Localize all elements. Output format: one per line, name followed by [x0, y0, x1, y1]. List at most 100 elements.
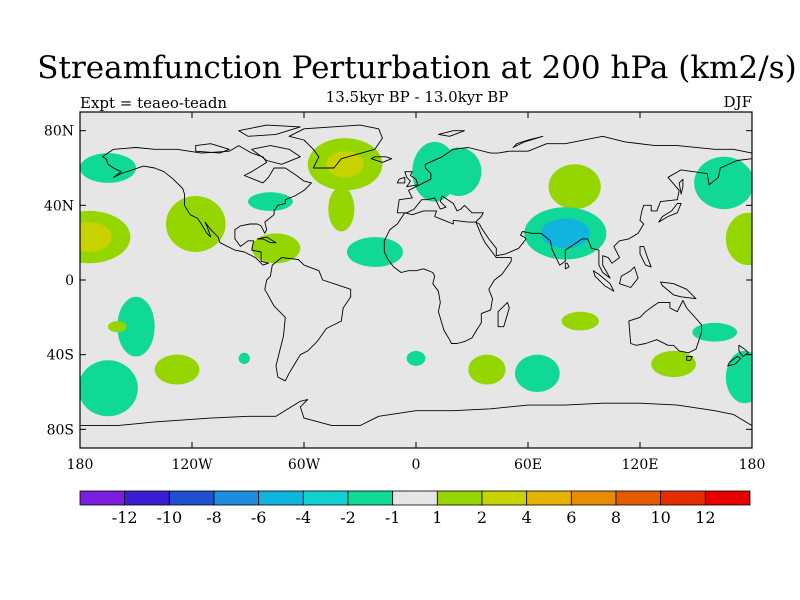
coastline-philippines [639, 245, 652, 268]
coastline-victoria-island [195, 143, 230, 154]
anomaly-region [561, 311, 599, 331]
anomaly-region [80, 153, 136, 183]
x-tick-label: 120W [171, 457, 213, 473]
anomaly-region [725, 350, 752, 404]
coastline-british-isles [404, 171, 419, 188]
colorbar-label: 2 [477, 508, 487, 527]
anomaly-region [80, 222, 112, 252]
anomaly-region [80, 360, 138, 417]
y-tick-label: 80N [44, 124, 74, 140]
y-tick-label: 40S [47, 348, 74, 364]
x-tick-label: 180 [67, 457, 94, 473]
colorbar-label: 8 [611, 508, 621, 527]
chart-subtitle: 13.5kyr BP - 13.0kyr BP [325, 88, 509, 106]
colorbar-label: -10 [156, 508, 182, 527]
anomaly-region [406, 350, 426, 366]
anomaly-region [326, 151, 364, 178]
coastline-iceland [370, 156, 393, 163]
anomaly-region [694, 156, 752, 210]
season-label: DJF [723, 93, 752, 111]
colorbar-swatch [124, 490, 170, 506]
colorbar-label: 6 [566, 508, 576, 527]
colorbar-swatch [258, 490, 304, 506]
coastline-new-guinea [660, 281, 697, 300]
coastline-sri-lanka [564, 262, 570, 270]
anomaly-region [346, 237, 403, 267]
axis-layer: 80N 40N 0 40S 80S 180 120W 60W 0 60E 120E 180 [44, 112, 765, 473]
y-tick-label: 80S [47, 422, 74, 438]
coastline-novaya-zemlya [512, 135, 544, 148]
coastline-ireland [396, 176, 406, 184]
anomaly-region [108, 321, 127, 333]
coastline-sakhalin [678, 178, 684, 195]
anomaly-region [248, 192, 293, 211]
coastline-layer [80, 124, 752, 448]
coastline-new-zealand-south [727, 356, 742, 367]
anomaly-layer [80, 138, 752, 417]
colorbar-swatch [302, 490, 349, 506]
colorbar-label: -2 [340, 508, 356, 527]
anomaly-region [468, 354, 506, 385]
anomaly-region [651, 350, 696, 378]
coastline-africa [383, 210, 512, 344]
x-tick-label: 60W [288, 457, 321, 473]
colorbar: -12 -10 -8 -6 -4 -2 -1 1 2 4 6 8 10 12 [79, 490, 751, 527]
colorbar-swatch [347, 490, 394, 506]
coastline-svalbard [437, 130, 465, 137]
coastline-tasmania [686, 356, 693, 361]
coastline-antarctica [80, 399, 752, 448]
colorbar-swatch [526, 490, 572, 506]
coastline-madagascar [497, 301, 510, 328]
experiment-label: Expt = teaeo-teadn [80, 94, 228, 112]
coastline-sumatra [592, 270, 615, 292]
anomaly-region [725, 212, 752, 266]
anomaly-region [514, 354, 560, 393]
coastline-japan [658, 203, 682, 223]
x-tick-label: 60E [514, 457, 542, 473]
x-tick-label: 180 [739, 457, 766, 473]
colorbar-swatch [615, 490, 662, 506]
colorbar-swatch [213, 490, 260, 506]
anomaly-region [328, 186, 355, 232]
coastline-ellesmere-island [238, 124, 301, 137]
anomaly-region [692, 322, 738, 342]
colorbar-label: 10 [650, 508, 670, 527]
anomaly-region [154, 354, 200, 385]
coastline-eurasia [396, 135, 752, 279]
coastline-cuba [256, 236, 277, 244]
colorbar-label: 12 [695, 508, 715, 527]
coastline-australia [628, 300, 703, 354]
colorbar-swatch [168, 490, 215, 506]
anomaly-region [117, 296, 155, 357]
colorbar-swatch [79, 490, 126, 506]
coastline-borneo [619, 266, 639, 288]
colorbar-label: -1 [385, 508, 401, 527]
colorbar-swatch [436, 490, 483, 506]
colorbar-label: 4 [522, 508, 532, 527]
anomaly-region [548, 164, 601, 210]
anomaly-region [165, 196, 226, 252]
colorbar-label: -12 [112, 508, 138, 527]
colorbar-swatch [481, 490, 528, 506]
coastline-south-america [264, 257, 352, 382]
coastline-north-america [101, 145, 312, 266]
colorbar-swatch [704, 490, 751, 506]
y-tick-label: 40N [44, 198, 74, 214]
anomaly-region [251, 233, 301, 264]
coastline-greenland [288, 124, 383, 169]
colorbar-swatch [660, 490, 706, 506]
x-tick-label: 0 [412, 457, 421, 473]
colorbar-swatch [392, 490, 438, 506]
colorbar-label: -6 [251, 508, 267, 527]
colorbar-label: -8 [206, 508, 222, 527]
coastline-new-zealand-north [738, 344, 749, 357]
anomaly-region [436, 147, 482, 196]
anomaly-region [541, 218, 590, 249]
x-tick-label: 120E [622, 457, 659, 473]
colorbar-label: 1 [432, 508, 442, 527]
colorbar-swatch [570, 490, 617, 506]
y-tick-label: 0 [65, 273, 74, 289]
colorbar-label: -4 [296, 508, 312, 527]
chart-title: Streamfunction Perturbation at 200 hPa (… [37, 50, 797, 86]
